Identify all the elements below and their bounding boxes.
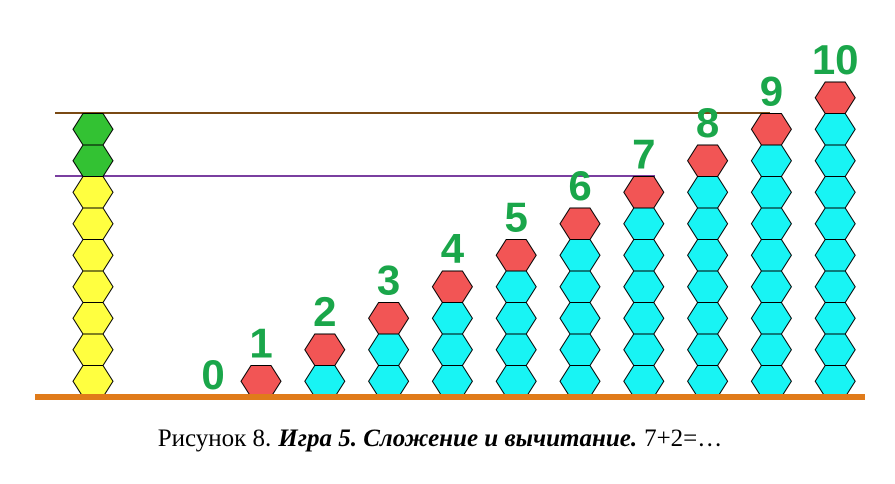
hexagon <box>750 365 792 398</box>
hexagon <box>687 365 729 398</box>
column-label: 4 <box>441 225 465 272</box>
hexagon <box>750 333 792 366</box>
hexagon <box>814 144 856 177</box>
hexagon <box>431 270 473 303</box>
hexagon <box>240 365 282 398</box>
hexagon <box>431 302 473 335</box>
hexagon <box>368 365 410 398</box>
column-label: 8 <box>696 99 719 146</box>
hexagon <box>623 176 665 209</box>
hexagon <box>687 207 729 240</box>
hexagon <box>687 176 729 209</box>
hexagon <box>750 144 792 177</box>
column-label: 6 <box>568 162 591 209</box>
hexagon <box>431 333 473 366</box>
hexagon <box>750 270 792 303</box>
hexagon <box>72 239 114 272</box>
hexagon <box>814 113 856 146</box>
hexagon <box>559 207 601 240</box>
column-label: 2 <box>313 288 336 335</box>
hexagon <box>623 302 665 335</box>
column-label: 10 <box>812 36 859 83</box>
hexagon <box>304 333 346 366</box>
hexagon <box>750 207 792 240</box>
hexagon <box>687 302 729 335</box>
hexagon <box>750 302 792 335</box>
hexagon <box>431 365 473 398</box>
hexagon <box>814 333 856 366</box>
hexagon <box>495 270 537 303</box>
caption: Рисунок 8. Игра 5. Сложение и вычитание. 7… <box>158 425 723 452</box>
hexagon <box>623 239 665 272</box>
hexagon <box>687 333 729 366</box>
hexagon <box>495 365 537 398</box>
hexagon <box>495 302 537 335</box>
hexagon <box>814 302 856 335</box>
hexagon <box>559 365 601 398</box>
hexagon <box>623 333 665 366</box>
hexagon <box>559 239 601 272</box>
hexagon <box>495 239 537 272</box>
column-label: 5 <box>505 194 528 241</box>
hexagon <box>814 239 856 272</box>
hexagon <box>72 270 114 303</box>
caption-prefix: Рисунок 8. <box>158 425 272 452</box>
hexagon <box>72 144 114 177</box>
hexagon <box>623 270 665 303</box>
hexagon <box>687 144 729 177</box>
column-label: 1 <box>249 320 272 367</box>
hexagon <box>304 365 346 398</box>
hexagon <box>495 333 537 366</box>
column-label: 0 <box>201 351 224 398</box>
hexagon <box>750 176 792 209</box>
hexagon <box>623 365 665 398</box>
column-label: 7 <box>632 131 655 178</box>
hexagon <box>368 302 410 335</box>
hexagon <box>72 333 114 366</box>
hexagon <box>814 207 856 240</box>
hexagon <box>750 239 792 272</box>
hexagon <box>687 270 729 303</box>
hexagon <box>750 113 792 146</box>
caption-title: Игра 5. Сложение и вычитание. <box>277 425 637 452</box>
hexagon <box>368 333 410 366</box>
hexagon <box>72 365 114 398</box>
hexagon <box>559 333 601 366</box>
column-label: 9 <box>760 68 783 115</box>
hexagon <box>559 270 601 303</box>
column-label: 3 <box>377 257 400 304</box>
hexagon <box>623 207 665 240</box>
hexagon <box>72 113 114 146</box>
hexagon <box>72 302 114 335</box>
hexagon <box>72 207 114 240</box>
hexagon <box>814 176 856 209</box>
caption-expression: 7+2=… <box>644 425 722 452</box>
hexagon <box>814 365 856 398</box>
hexagon <box>72 176 114 209</box>
hexagon <box>687 239 729 272</box>
hexagon <box>559 302 601 335</box>
hexagon <box>814 81 856 114</box>
hexagon <box>814 270 856 303</box>
